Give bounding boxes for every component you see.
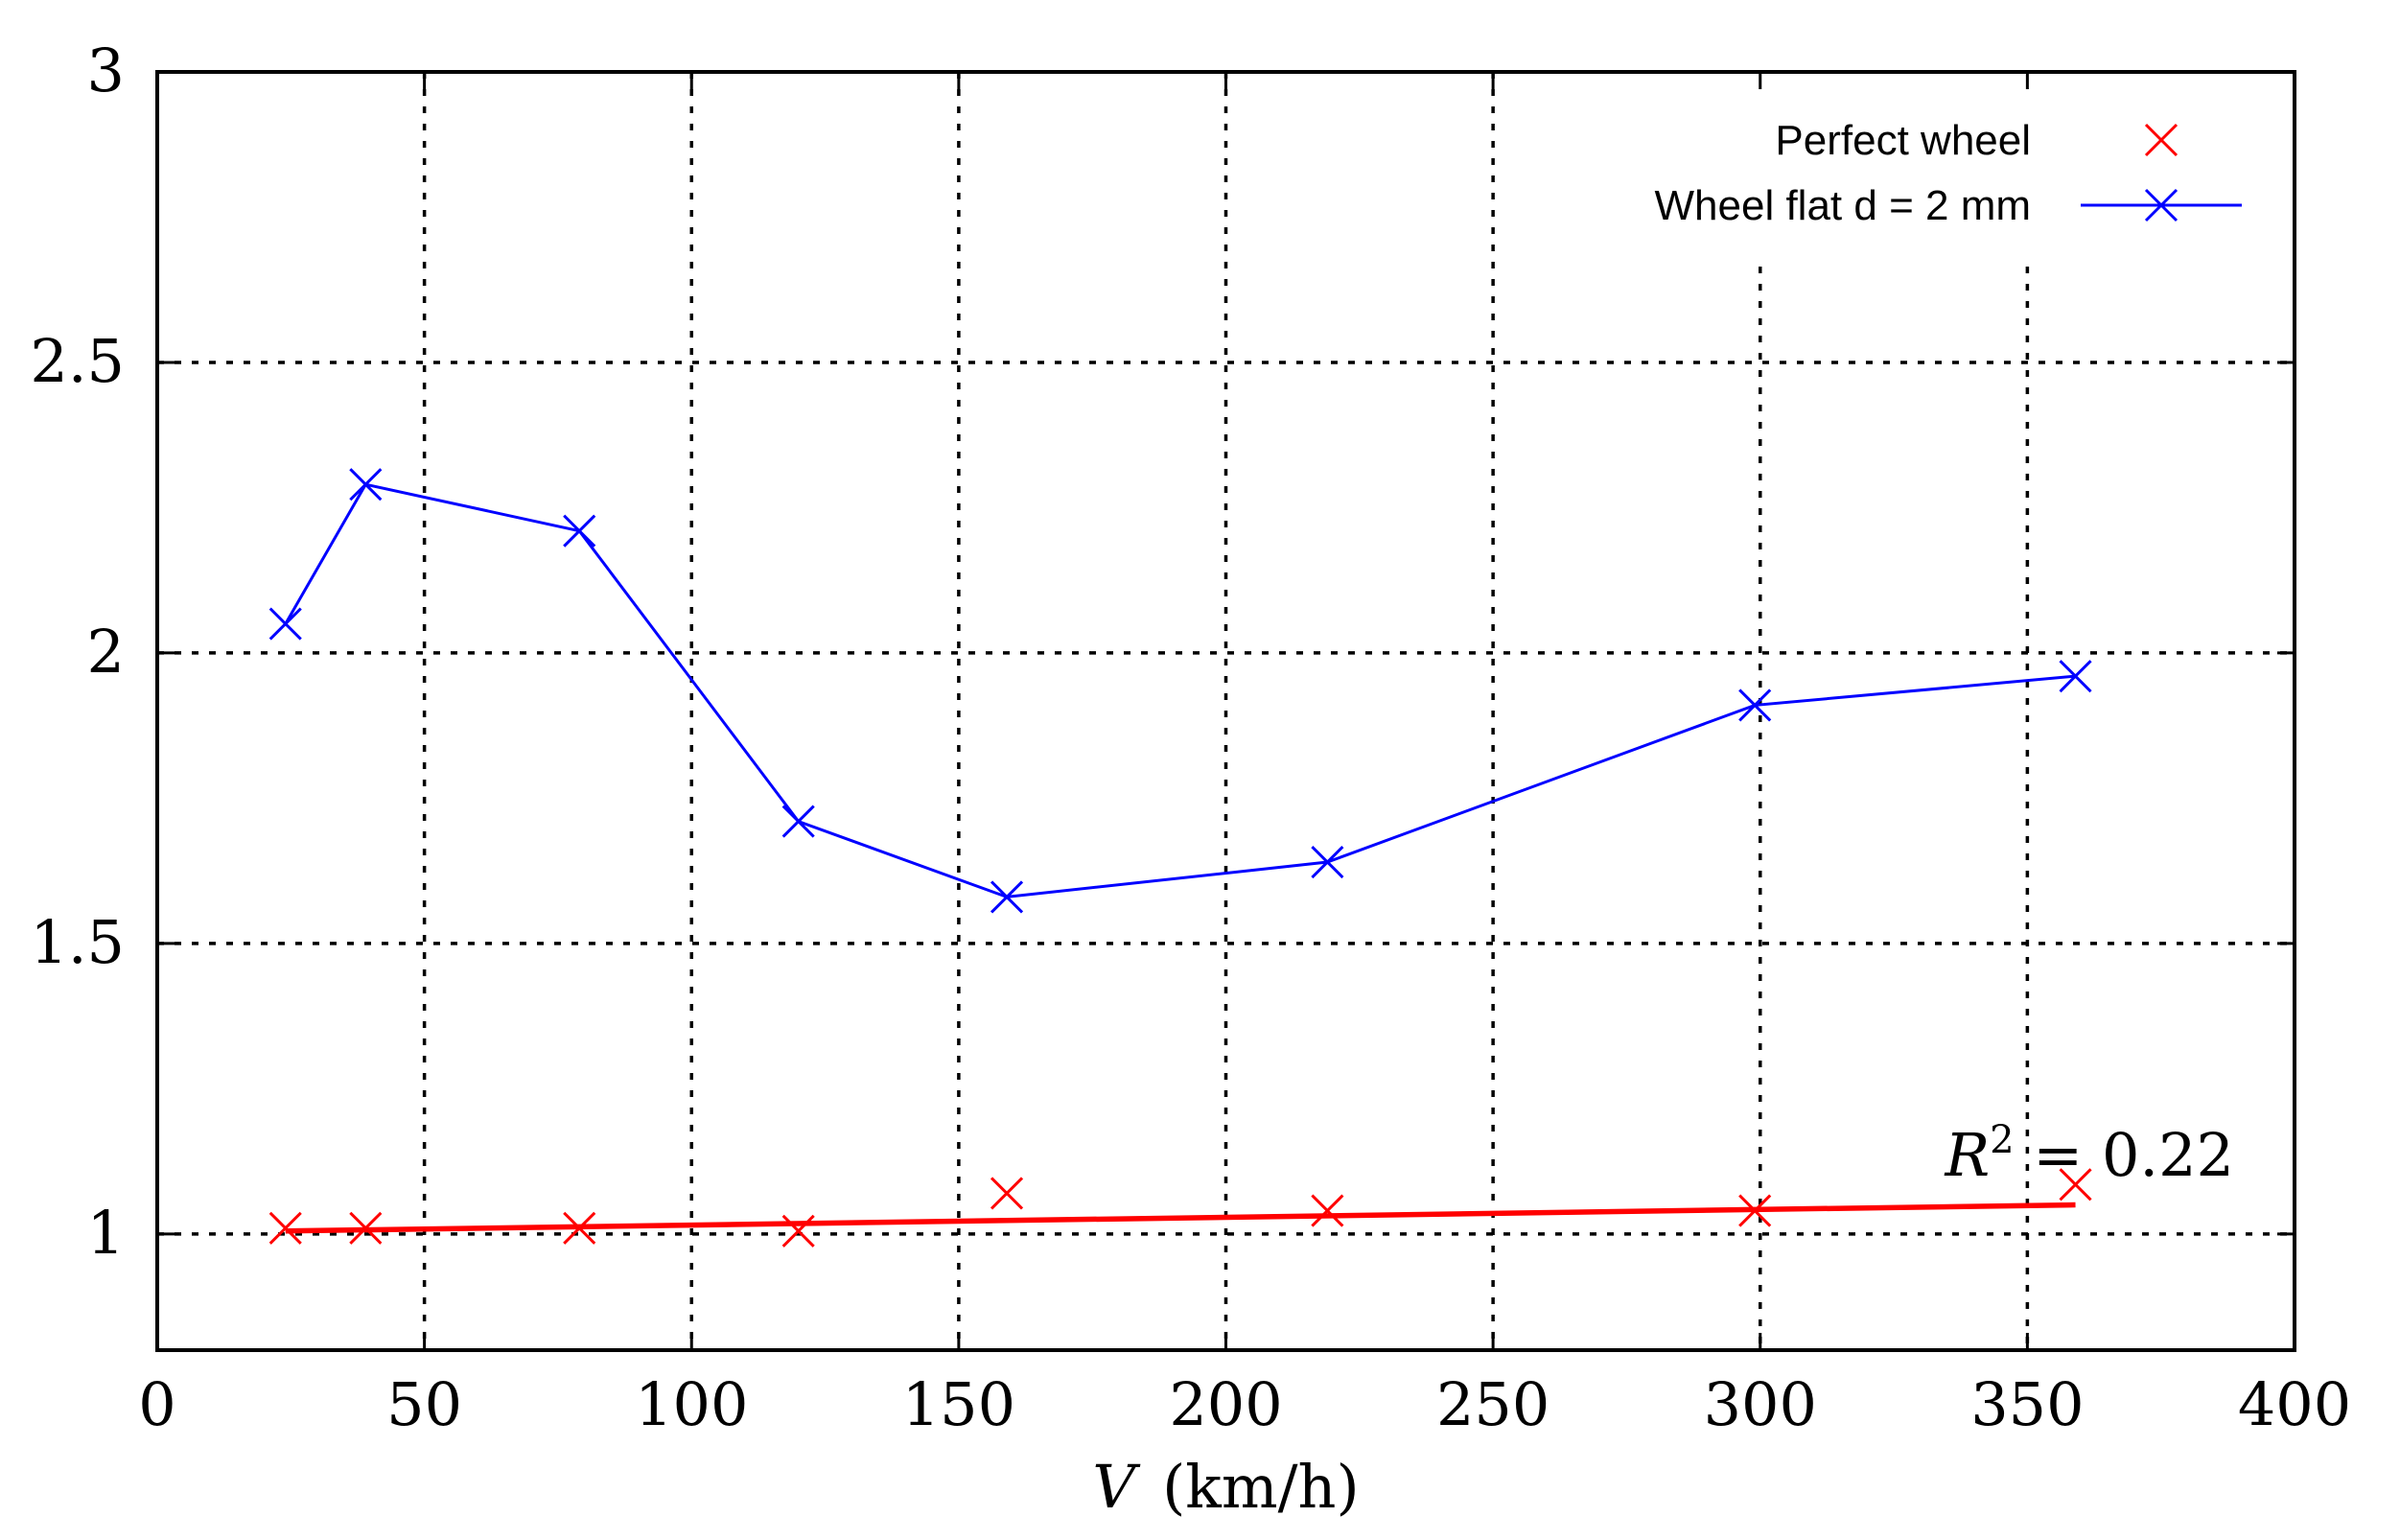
y-tick-labels: 1 1.5 2 2.5 3	[30, 35, 125, 1268]
marker-stroke	[349, 1211, 383, 1245]
series-2	[268, 468, 2092, 914]
annotation-exponent: 2	[1990, 1118, 2014, 1162]
x-tick-label: 150	[902, 1369, 1015, 1439]
r-squared-annotation: R2 = 0.22	[1944, 1118, 2234, 1190]
marker-stroke	[1311, 845, 1344, 879]
annotation-symbol: R	[1944, 1120, 1990, 1190]
y-tick-label: 2.5	[30, 326, 125, 396]
x-tick-label: 200	[1169, 1369, 1282, 1439]
marker-stroke	[2144, 123, 2179, 157]
y-tick-label: 1.5	[30, 907, 125, 977]
legend-label: Perfect wheel	[1775, 117, 2031, 164]
legend-marker	[2144, 123, 2179, 157]
data-point	[781, 805, 815, 838]
grid	[157, 72, 2295, 1350]
data-point	[268, 1211, 302, 1245]
data-point	[2059, 1168, 2092, 1202]
marker-stroke	[1311, 1194, 1344, 1227]
data-point	[781, 1214, 815, 1248]
marker-stroke	[990, 1177, 1024, 1210]
data-point	[563, 1211, 596, 1245]
x-tick-label: 250	[1436, 1369, 1550, 1439]
marker-stroke	[563, 514, 596, 548]
axis-ticks	[155, 70, 2296, 1350]
marker-stroke	[268, 1211, 302, 1245]
x-tick-label: 300	[1704, 1369, 1817, 1439]
legend-background	[1592, 105, 2253, 259]
data-point	[1311, 845, 1344, 879]
x-tick-labels: 0 50 100 150 200 250 300 350 400	[138, 1369, 2351, 1439]
y-tick-label: 1	[87, 1198, 125, 1268]
data-point	[349, 468, 383, 502]
data-point	[1738, 1194, 1772, 1227]
x-tick-label: 100	[635, 1369, 748, 1439]
legend-marker	[2144, 188, 2179, 222]
y-tick-label: 3	[87, 35, 125, 105]
legend-label: Wheel flat d = 2 mm	[1655, 182, 2031, 229]
marker-stroke	[349, 468, 383, 502]
data-point	[268, 607, 302, 641]
data-point	[2059, 660, 2092, 693]
x-axis-symbol: V	[1092, 1452, 1141, 1522]
x-tick-label: 50	[386, 1369, 462, 1439]
series-layer	[268, 468, 2092, 1248]
x-tick-label: 400	[2238, 1369, 2351, 1439]
marker-stroke	[781, 805, 815, 838]
annotation-value: = 0.22	[2015, 1120, 2234, 1190]
x-axis-unit: (km/h)	[1162, 1452, 1360, 1522]
marker-stroke	[2059, 660, 2092, 693]
x-tick-label: 0	[138, 1369, 175, 1439]
marker-stroke	[1738, 1194, 1772, 1227]
data-point	[1311, 1194, 1344, 1227]
marker-stroke	[1738, 688, 1772, 722]
data-point	[1738, 688, 1772, 722]
x-axis-title: V (km/h)	[1092, 1452, 1359, 1522]
data-point	[563, 514, 596, 548]
marker-stroke	[2059, 1168, 2092, 1202]
legend: Perfect wheel Wheel flat d = 2 mm	[1592, 105, 2253, 259]
marker-stroke	[563, 1211, 596, 1245]
data-point	[349, 1211, 383, 1245]
marker-stroke	[990, 880, 1024, 914]
data-point	[990, 1177, 1024, 1210]
fit-line	[285, 1202, 2076, 1234]
marker-stroke	[781, 1214, 815, 1248]
series-1	[268, 1168, 2092, 1248]
series-line	[284, 482, 2076, 898]
y-tick-label: 2	[87, 617, 125, 687]
x-tick-label: 350	[1970, 1369, 2084, 1439]
fit-line-layer	[285, 1202, 2076, 1234]
data-point	[990, 880, 1024, 914]
marker-stroke	[2144, 188, 2179, 222]
marker-stroke	[268, 607, 302, 641]
